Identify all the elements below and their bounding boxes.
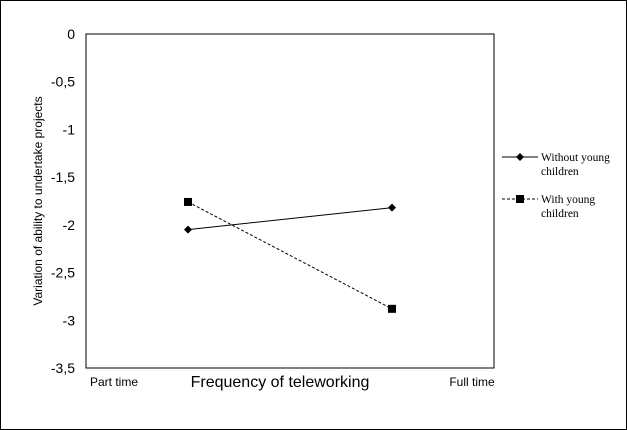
data-point-series0-pt0 <box>184 225 192 234</box>
legend-label-without-line2: children <box>541 166 579 178</box>
legend: Without young children With young childr… <box>502 152 610 220</box>
plot-area <box>85 33 495 369</box>
data-point-series1-pt1 <box>388 304 396 313</box>
x-category-label-full-time: Full time <box>449 375 495 389</box>
y-tick-label: -2 <box>63 217 76 233</box>
y-tick-label: -0,5 <box>51 74 75 90</box>
data-point-series0-pt1 <box>388 203 396 212</box>
data-point-series1-pt0 <box>184 197 192 206</box>
y-tick-label: -3 <box>63 312 76 328</box>
legend-label-with-line1: With young <box>541 194 595 206</box>
legend-item-with-young-children: With young children <box>502 194 595 220</box>
legend-label-with-line2: children <box>541 208 579 220</box>
legend-square-marker <box>516 195 524 203</box>
legend-item-without-young-children: Without young children <box>502 152 610 178</box>
y-axis-title: Variation of ability to undertake projec… <box>31 96 45 305</box>
y-tick-label: -1 <box>63 121 76 137</box>
series-line-0 <box>187 207 393 231</box>
x-category-label-part-time: Part time <box>90 375 138 389</box>
legend-diamond-marker <box>516 153 524 161</box>
x-axis-title: Frequency of teleworking <box>191 374 370 391</box>
y-tick-label: -3,5 <box>51 360 75 376</box>
y-tick-label: -2,5 <box>51 265 75 281</box>
series-layer <box>184 197 396 313</box>
y-tick-label: 0 <box>67 26 75 42</box>
y-tick-labels: 0 -0,5 -1 -1,5 -2 -2,5 -3 -3,5 <box>51 26 75 376</box>
legend-label-without-line1: Without young <box>541 152 610 164</box>
y-tick-label: -1,5 <box>51 169 75 185</box>
series-line-1 <box>187 201 393 310</box>
